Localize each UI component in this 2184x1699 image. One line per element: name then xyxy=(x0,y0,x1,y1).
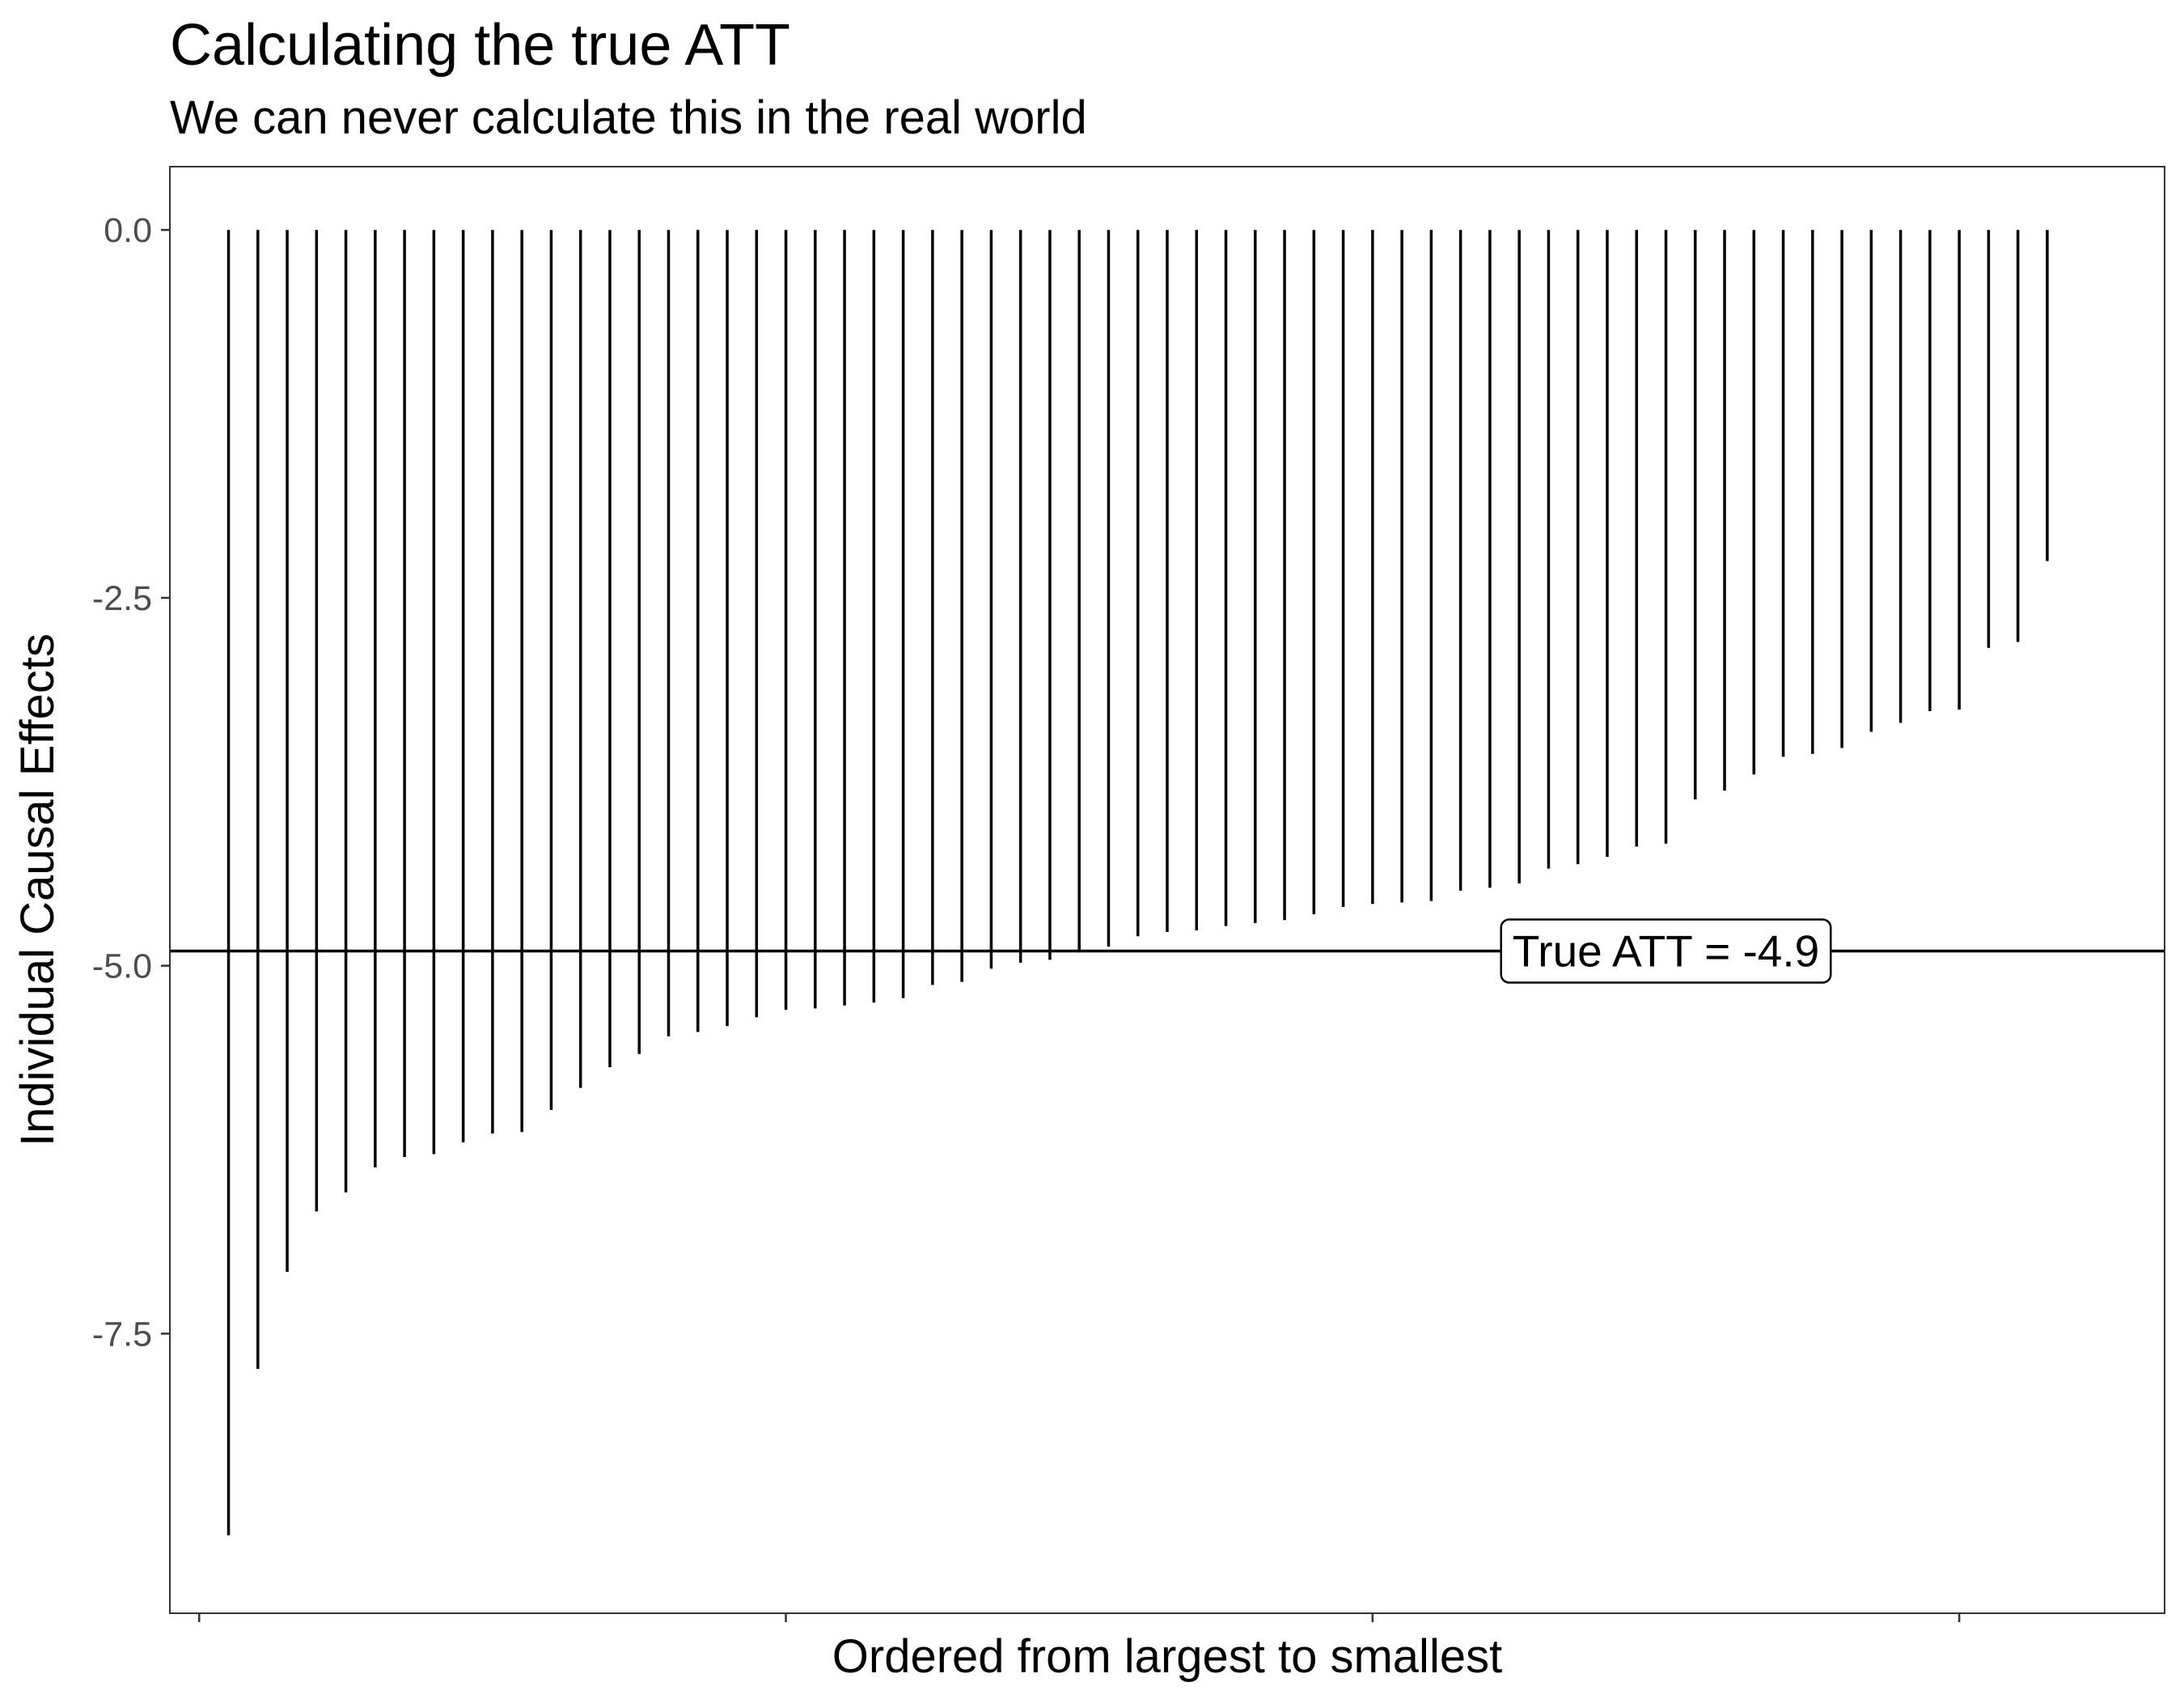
att-label: True ATT = -4.9 xyxy=(1513,926,1820,976)
chart-subtitle: We can never calculate this in the real … xyxy=(170,91,1087,144)
chart-title: Calculating the true ATT xyxy=(170,13,790,78)
y-tick-label: -2.5 xyxy=(92,579,152,618)
x-axis-title: Ordered from largest to smallest xyxy=(832,1630,1502,1683)
bars xyxy=(226,230,2049,1536)
y-tick-label: -5.0 xyxy=(92,947,152,986)
y-axis-title: Individual Causal Effects xyxy=(11,633,64,1146)
y-axis: 0.0 -2.5 -5.0 -7.5 xyxy=(92,211,170,1354)
annotation-layer: True ATT = -4.9 xyxy=(1500,918,1832,984)
x-axis xyxy=(198,1613,1961,1622)
panel-border xyxy=(169,166,2165,1614)
att-label-box xyxy=(1500,918,1832,984)
y-tick-label: -7.5 xyxy=(92,1315,152,1354)
y-tick-label: 0.0 xyxy=(104,211,152,250)
